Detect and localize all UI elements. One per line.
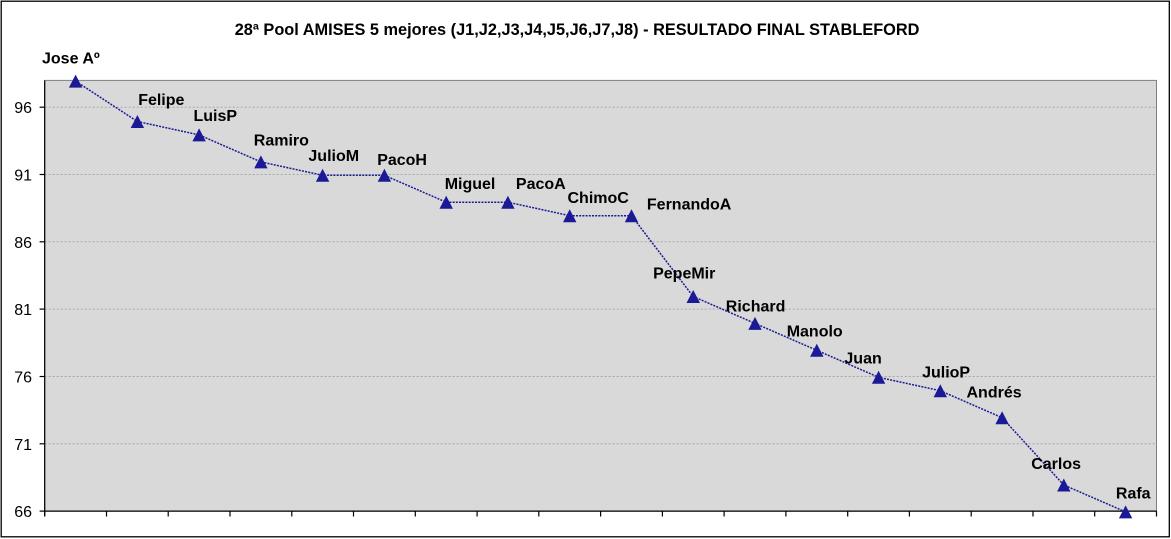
- svg-text:96: 96: [14, 100, 32, 117]
- svg-text:Juan: Juan: [844, 351, 881, 368]
- svg-text:71: 71: [14, 437, 32, 454]
- svg-text:PacoA: PacoA: [516, 176, 566, 193]
- svg-text:LuisP: LuisP: [194, 108, 238, 125]
- svg-text:76: 76: [14, 370, 32, 387]
- svg-text:Miguel: Miguel: [445, 176, 496, 193]
- svg-text:91: 91: [14, 168, 32, 185]
- svg-text:81: 81: [14, 302, 32, 319]
- svg-text:86: 86: [14, 235, 32, 252]
- svg-text:Manolo: Manolo: [787, 323, 843, 340]
- svg-text:28ª Pool AMISES 5 mejores (J1,: 28ª Pool AMISES 5 mejores (J1,J2,J3,J4,J…: [235, 21, 920, 39]
- svg-text:PacoH: PacoH: [377, 152, 427, 169]
- svg-text:66: 66: [14, 504, 32, 521]
- svg-text:ChimoC: ChimoC: [568, 190, 630, 207]
- svg-text:Ramiro: Ramiro: [254, 133, 309, 150]
- svg-text:PepeMir: PepeMir: [653, 266, 715, 283]
- svg-text:Jose Aº: Jose Aº: [42, 51, 100, 68]
- svg-text:Rafa: Rafa: [1116, 486, 1151, 503]
- svg-text:JulioP: JulioP: [922, 365, 970, 382]
- svg-text:FernandoA: FernandoA: [647, 196, 732, 213]
- svg-text:JulioM: JulioM: [308, 148, 359, 165]
- svg-text:Andrés: Andrés: [967, 385, 1022, 402]
- svg-text:Carlos: Carlos: [1031, 456, 1081, 473]
- svg-text:Felipe: Felipe: [138, 92, 184, 109]
- svg-text:Richard: Richard: [726, 299, 786, 316]
